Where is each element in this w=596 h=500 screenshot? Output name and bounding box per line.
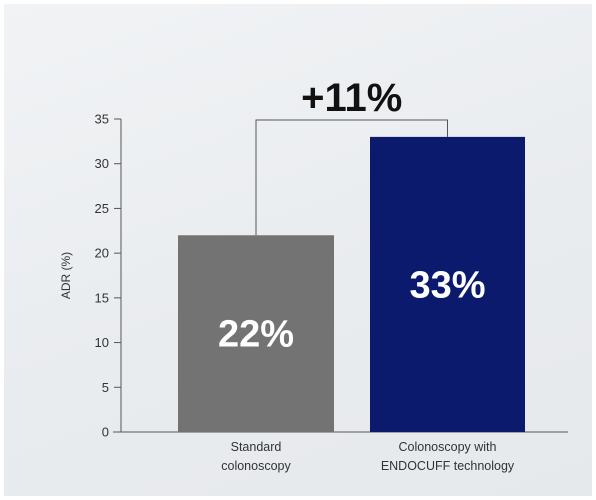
bars: 22% 33%	[178, 136, 525, 432]
difference-label: +11%	[301, 76, 402, 120]
category-label: colonoscopy	[221, 459, 291, 473]
y-tick-label: 5	[102, 380, 109, 395]
y-tick-label: 0	[102, 425, 109, 440]
bar	[178, 235, 334, 432]
category-label: Standard	[231, 440, 282, 454]
category-label: ENDOCUFF technology	[381, 459, 515, 473]
bar	[370, 136, 525, 432]
y-tick-label: 25	[95, 201, 109, 216]
category-labels: Standard colonoscopy Colonoscopy with ENDOC…	[221, 440, 515, 473]
y-axis-ticks: 0 5 10 15 20 25 30 35	[95, 112, 121, 440]
bar-value-label: 33%	[409, 264, 485, 306]
bar-value-label: 22%	[218, 314, 294, 356]
y-tick-label: 15	[95, 290, 109, 305]
y-tick-label: 35	[95, 112, 109, 127]
y-tick-label: 10	[95, 335, 109, 350]
difference-bracket	[255, 119, 448, 236]
category-label: Colonoscopy with	[399, 440, 497, 454]
bracket-line	[255, 119, 448, 236]
y-tick-label: 20	[95, 246, 109, 261]
y-axis-label: ADR (%)	[59, 252, 73, 299]
y-tick-label: 30	[95, 156, 109, 171]
